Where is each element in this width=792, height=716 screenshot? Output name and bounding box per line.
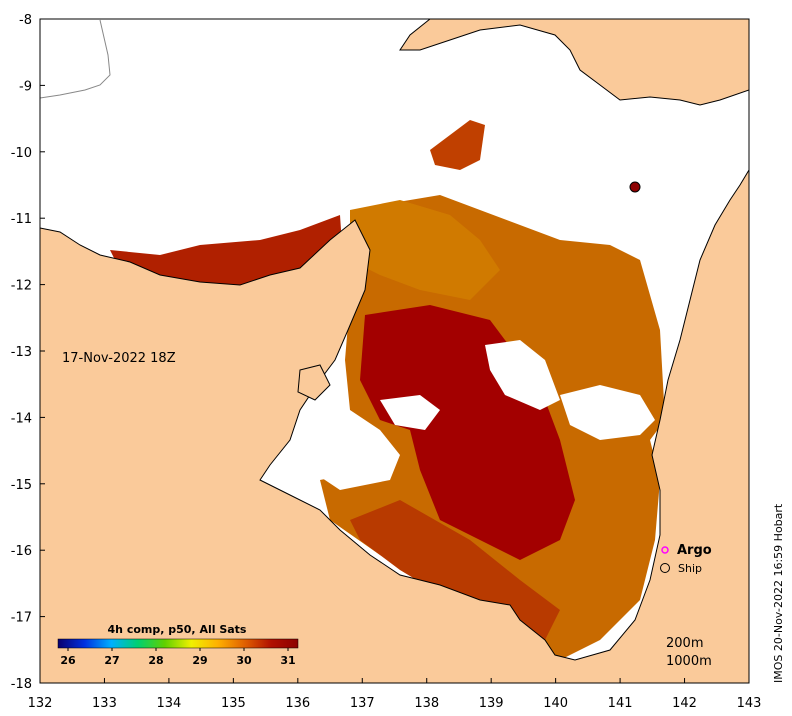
credit-label: IMOS 20-Nov-2022 16:59 Hobart (772, 503, 785, 683)
y-tick-label: -17 (11, 611, 32, 626)
y-tick-label: -18 (11, 677, 32, 692)
x-tick-label: 139 (479, 696, 504, 711)
y-tick-label: -16 (11, 544, 32, 559)
x-tick-label: 141 (608, 696, 633, 711)
sst-region-upper-blob (430, 120, 485, 170)
cloud-gap-4 (310, 430, 400, 490)
cloud-gap-1 (485, 340, 560, 410)
y-tick-label: -8 (19, 13, 32, 28)
ship-marker-icon (660, 563, 670, 573)
colorbar-tick-label: 31 (280, 654, 295, 667)
colorbar-tick-label: 26 (60, 654, 76, 667)
colorbar-tick-label: 29 (192, 654, 207, 667)
x-tick-label: 133 (92, 696, 117, 711)
x-tick-label: 135 (221, 696, 246, 711)
coast-trace (40, 19, 111, 99)
x-tick-label: 143 (737, 696, 762, 711)
argo-marker-icon (661, 546, 669, 554)
x-tick-label: 134 (156, 696, 181, 711)
x-tick-label: 136 (285, 696, 310, 711)
x-tick-label: 137 (350, 696, 375, 711)
x-tick-label: 132 (28, 696, 53, 711)
cloud-gap-2 (560, 385, 655, 440)
sst-small-blob (629, 181, 641, 193)
land-cape-york (399, 19, 749, 106)
y-tick-label: -11 (11, 212, 32, 227)
sst-region-north (350, 200, 500, 300)
land-island (297, 364, 331, 401)
cloud-gap-3 (380, 395, 440, 430)
y-tick-label: -13 (11, 345, 32, 360)
colorbar-tick-label: 27 (104, 654, 119, 667)
land-arnhem (40, 169, 749, 683)
y-tick-label: -15 (11, 478, 32, 493)
y-tick-label: -14 (11, 411, 32, 426)
colorbar-title: 4h comp, p50, All Sats (108, 623, 247, 636)
ship-label: Ship (678, 562, 702, 575)
colorbar-tick-label: 30 (236, 654, 252, 667)
x-tick-label: 140 (543, 696, 568, 711)
colorbar-tick-label: 28 (148, 654, 163, 667)
argo-label: Argo (677, 543, 712, 558)
date-label: 17-Nov-2022 18Z (62, 351, 176, 366)
y-axis: -8 -9 -10 -11 -12 -13 -14 -15 -16 -17 -18 (11, 13, 45, 692)
colorbar-ticks: 26 27 28 29 30 31 (60, 648, 296, 667)
colorbar (57, 638, 299, 649)
x-axis: 132 133 134 135 136 137 138 139 140 141 142 143 (28, 678, 762, 711)
x-tick-label: 138 (414, 696, 439, 711)
y-tick-label: -12 (11, 279, 32, 294)
isobath-200m: 200m (666, 636, 703, 651)
y-tick-label: -10 (11, 146, 32, 161)
x-tick-label: 142 (672, 696, 697, 711)
isobath-1000m: 1000m (666, 654, 712, 669)
y-tick-label: -9 (19, 79, 32, 94)
